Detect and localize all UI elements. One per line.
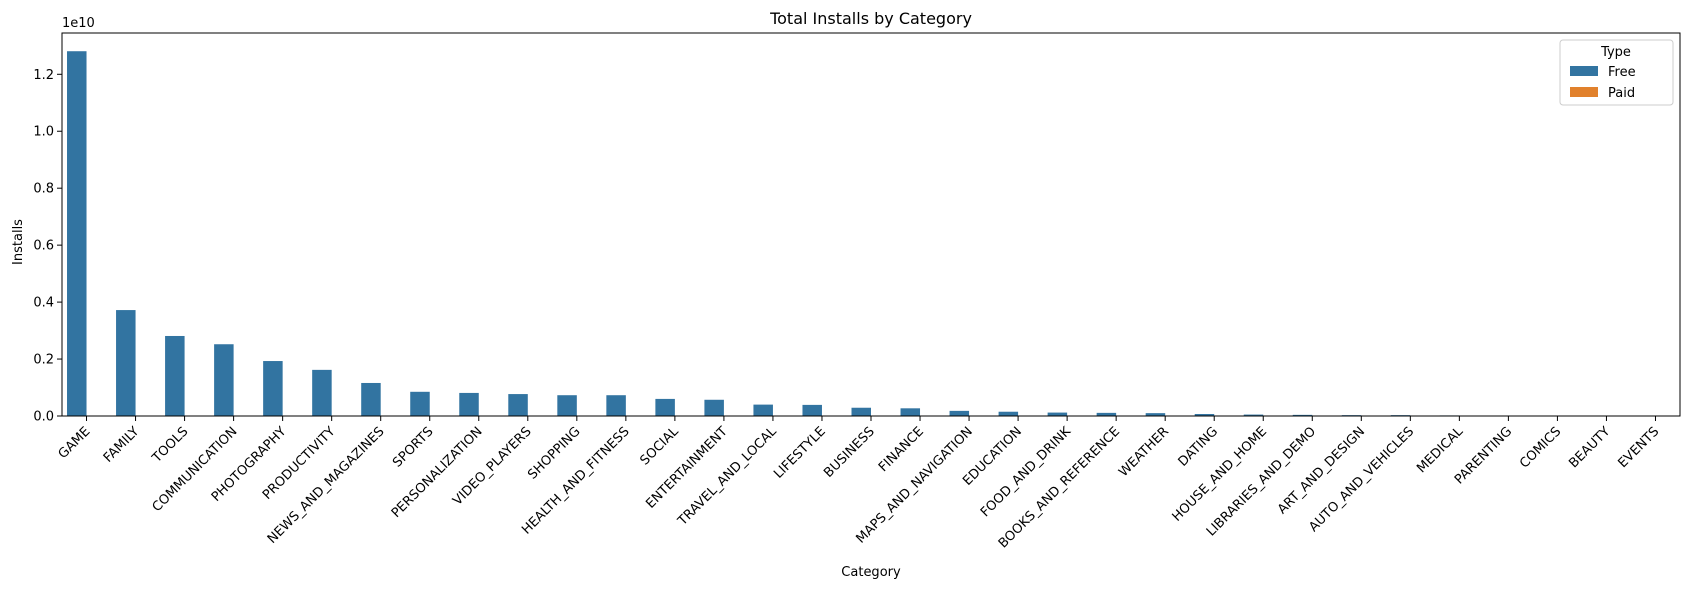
bar-free-game xyxy=(67,51,87,416)
bar-free-finance xyxy=(900,408,921,416)
bar-free-weather xyxy=(1145,413,1166,416)
x-tick-label: SOCIAL xyxy=(637,424,682,469)
y-tick-label: 0.4 xyxy=(33,296,54,311)
x-tick-label: FOOD_AND_DRINK xyxy=(978,424,1074,520)
y-multiplier-label: 1e10 xyxy=(62,16,95,31)
x-tick-label: WEATHER xyxy=(1116,424,1172,480)
bar-free-libraries-and-demo xyxy=(1292,414,1313,416)
bar-free-shopping xyxy=(557,395,577,416)
bar-free-maps-and-navigation xyxy=(949,410,970,416)
x-tick-label: HOUSE_AND_HOME xyxy=(1170,424,1270,524)
bar-free-news-and-magazines xyxy=(361,382,381,416)
y-ticks-group: 0.0 0.2 0.4 0.6 0.8 1.0 1.2 xyxy=(33,68,62,425)
legend-label-paid: Paid xyxy=(1608,86,1635,101)
bar-free-social xyxy=(655,398,675,416)
bar-free-entertainment xyxy=(704,399,724,416)
legend-swatch-paid xyxy=(1570,87,1598,97)
bar-free-productivity xyxy=(312,369,332,416)
bar-free-communication xyxy=(214,344,234,416)
bar-free-food-and-drink xyxy=(1047,412,1068,416)
legend-title: Type xyxy=(1600,45,1631,60)
bars-group xyxy=(67,51,1656,416)
x-tick-label: COMICS xyxy=(1517,424,1564,471)
x-tick-label: FAMILY xyxy=(101,424,143,466)
y-tick-label: 0.2 xyxy=(33,353,54,368)
bar-free-sports xyxy=(410,391,430,416)
x-tick-label: ENTERTAINMENT xyxy=(643,424,730,511)
x-tick-label: GAME xyxy=(56,424,94,462)
bar-free-travel-and-local xyxy=(753,404,773,416)
x-tick-label: TRAVEL_AND_LOCAL xyxy=(675,424,781,530)
bar-free-tools xyxy=(165,335,185,416)
y-tick-label: 0.6 xyxy=(33,239,54,254)
legend: Type Free Paid xyxy=(1559,39,1674,106)
bar-free-education xyxy=(998,411,1019,416)
x-tick-label: FINANCE xyxy=(876,424,927,475)
y-axis-label: Installs xyxy=(11,219,26,265)
x-tick-label: PERSONALIZATION xyxy=(389,424,486,521)
bar-free-family xyxy=(116,310,136,416)
bar-free-business xyxy=(851,407,871,416)
y-tick-label: 1.2 xyxy=(33,68,54,83)
x-tick-label: ART_AND_DESIGN xyxy=(1275,424,1368,517)
x-tick-label: TOOLS xyxy=(149,424,191,466)
bar-free-personalization xyxy=(459,392,479,416)
x-tick-label: DATING xyxy=(1176,424,1221,469)
bar-free-house-and-home xyxy=(1243,414,1264,416)
x-axis-label: Category xyxy=(841,565,901,580)
x-tick-label: EVENTS xyxy=(1615,424,1662,471)
chart-title: Total Installs by Category xyxy=(769,9,972,28)
x-tick-label: BUSINESS xyxy=(821,424,878,481)
plot-frame xyxy=(61,32,1681,417)
y-tick-label: 0.0 xyxy=(33,410,54,425)
x-tick-label: BEAUTY xyxy=(1566,424,1613,471)
bar-free-lifestyle xyxy=(802,404,822,416)
y-tick-label: 0.8 xyxy=(33,182,54,197)
bar-free-books-and-reference xyxy=(1096,412,1117,416)
bar-free-photography xyxy=(263,361,283,416)
x-tick-label: SPORTS xyxy=(390,424,436,470)
bar-free-health-and-fitness xyxy=(606,395,626,416)
x-tick-label: COMMUNICATION xyxy=(150,424,241,515)
bar-free-dating xyxy=(1194,414,1215,416)
legend-swatch-free xyxy=(1570,66,1598,76)
x-ticks-group: GAME FAMILY TOOLSCOMMUNICATIONPHOTOGRAPHYP… xyxy=(56,416,1662,551)
y-tick-label: 1.0 xyxy=(33,125,54,140)
x-tick-label: LIFESTYLE xyxy=(771,424,829,482)
x-tick-label: MEDICAL xyxy=(1414,424,1466,476)
legend-label-free: Free xyxy=(1608,65,1636,80)
bar-free-video-players xyxy=(508,394,528,416)
